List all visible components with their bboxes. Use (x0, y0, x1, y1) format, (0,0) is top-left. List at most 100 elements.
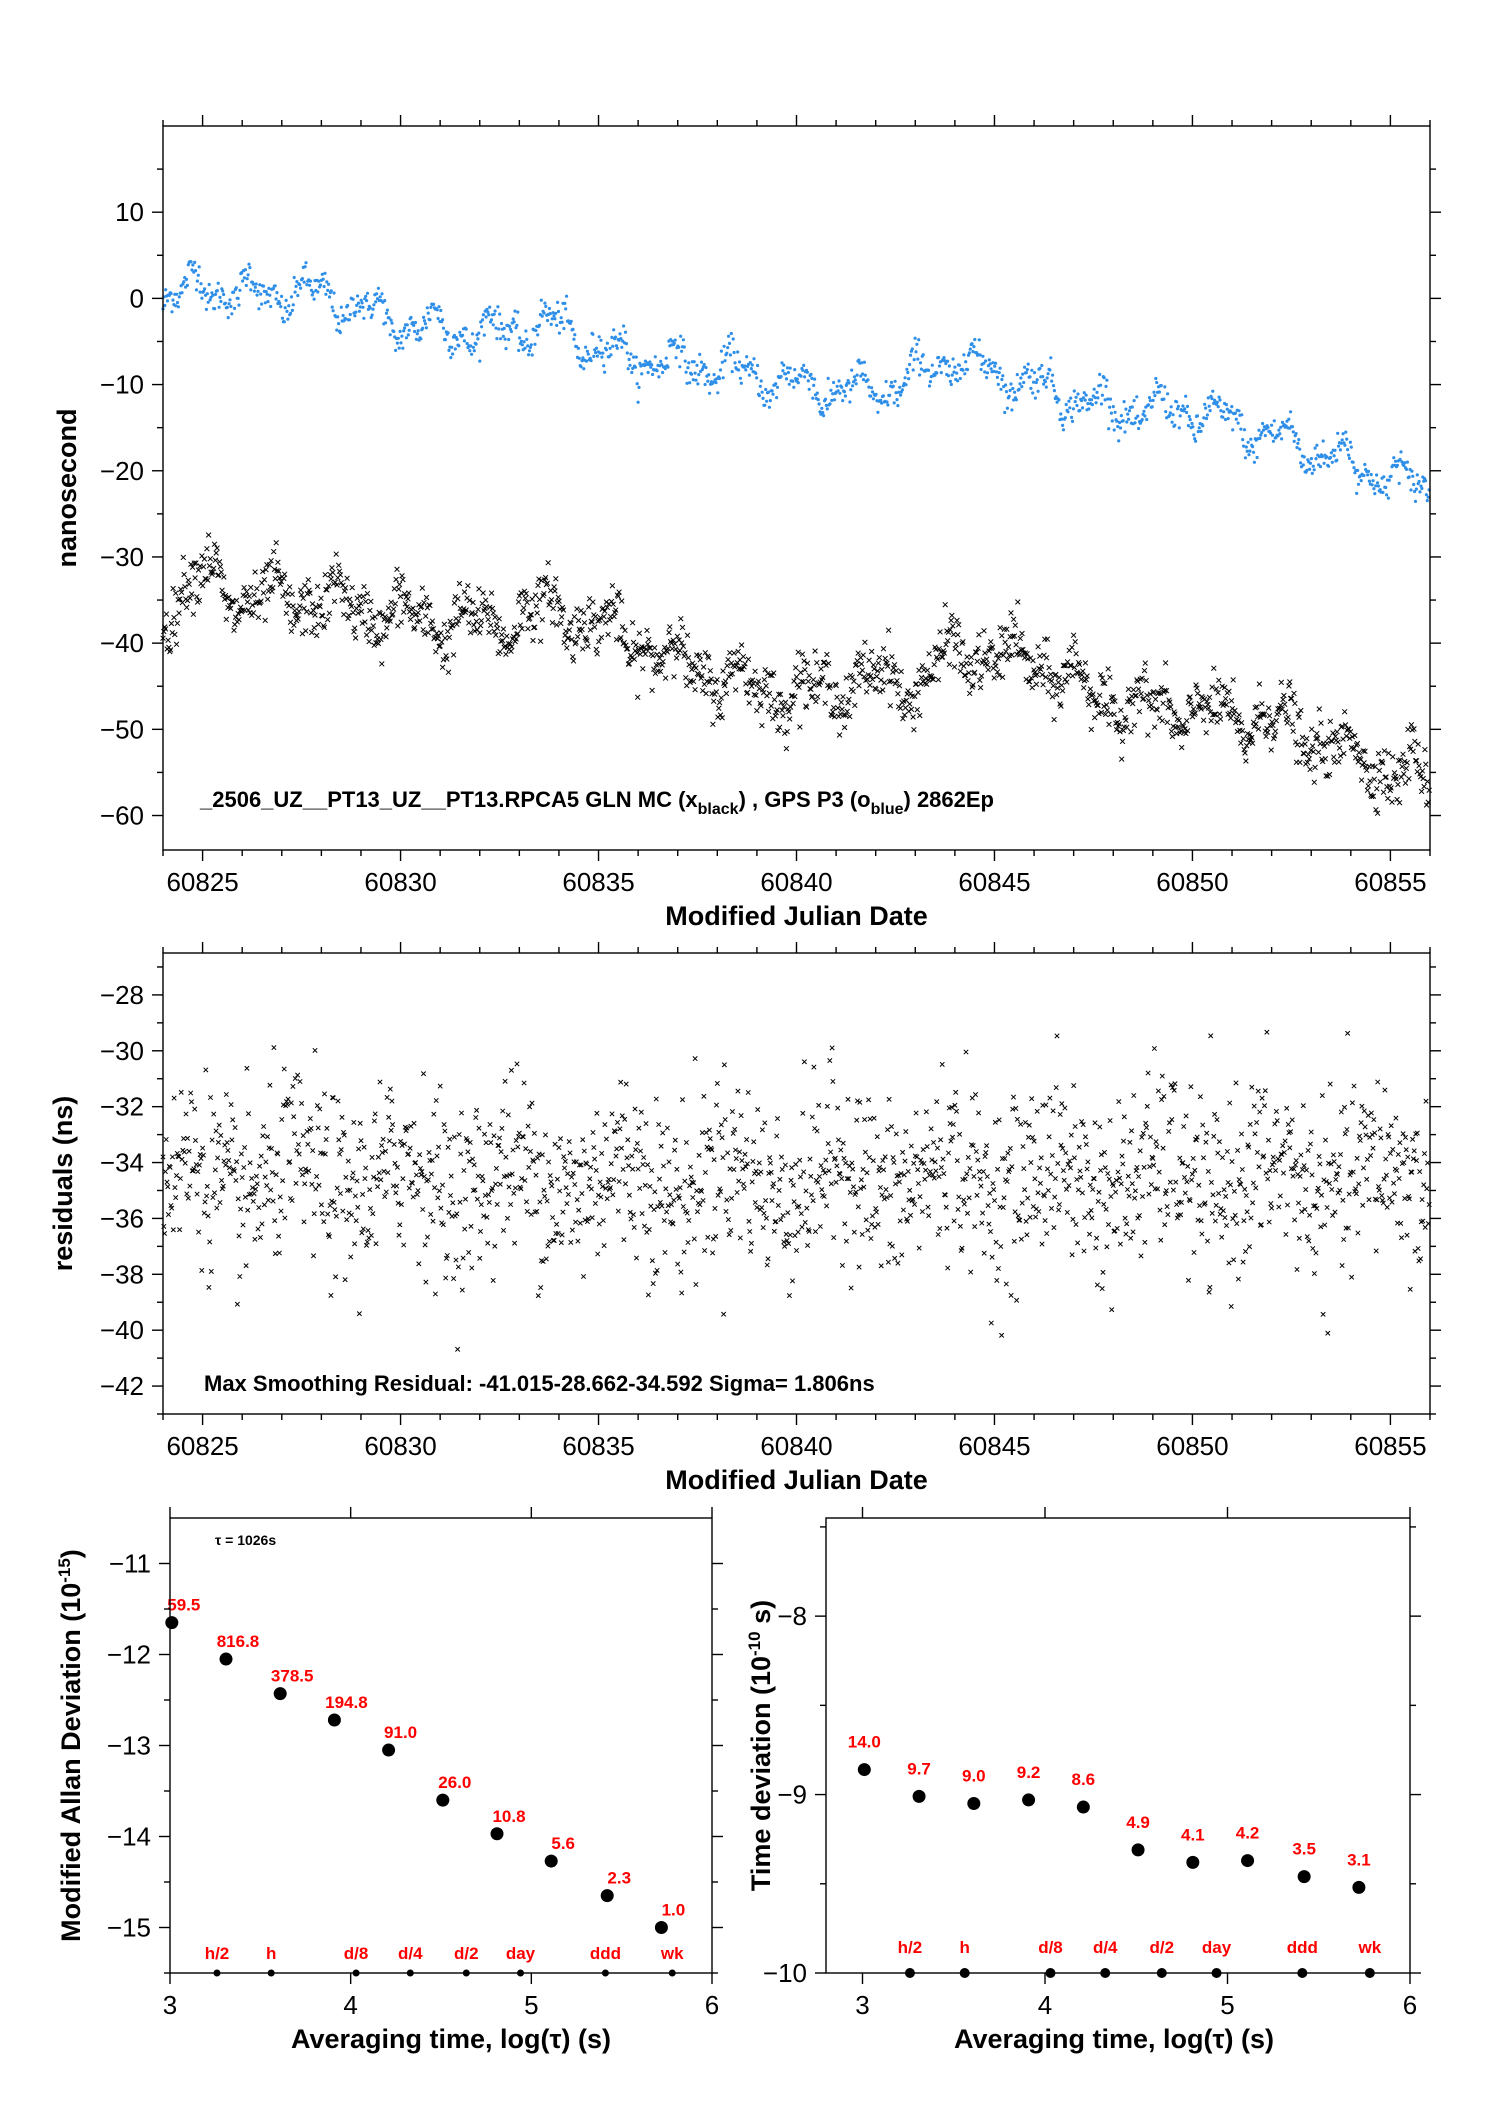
blue-point (397, 346, 401, 350)
blue-point (237, 303, 241, 307)
blue-point (226, 316, 230, 320)
blue-point (614, 344, 619, 348)
blue-point (635, 382, 639, 386)
blue-point (287, 304, 291, 308)
blue-point (1337, 444, 1341, 448)
blue-point (910, 347, 914, 351)
blue-point (1261, 428, 1266, 432)
blue-point (996, 382, 1000, 386)
blue-point (765, 399, 769, 403)
blue-point (983, 370, 987, 374)
x-marker (610, 601, 616, 608)
blue-point (704, 365, 708, 370)
x-marker (657, 668, 664, 675)
x-marker (199, 553, 205, 559)
blue-point (598, 351, 602, 355)
x-marker (527, 611, 534, 618)
blue-point (694, 378, 698, 382)
blue-point (242, 276, 246, 280)
blue-point (1142, 409, 1146, 413)
x-marker (244, 599, 251, 605)
blue-point (916, 357, 920, 361)
blue-point (876, 410, 880, 414)
x-marker (438, 630, 444, 636)
x-marker (725, 656, 731, 663)
blue-point (1252, 460, 1256, 464)
x-marker (766, 690, 773, 697)
blue-point (185, 283, 189, 287)
blue-point (1413, 499, 1418, 503)
x-marker (386, 615, 393, 622)
blue-point (937, 364, 942, 368)
x-marker (341, 611, 347, 618)
x-marker (193, 560, 199, 566)
x-marker (681, 653, 687, 659)
x-marker (598, 634, 605, 641)
blue-point (517, 348, 521, 353)
blue-point (338, 331, 342, 335)
blue-point (636, 400, 640, 404)
x-marker (683, 674, 689, 681)
blue-point (1249, 437, 1253, 441)
x-marker (750, 680, 757, 687)
blue-point (1057, 398, 1061, 402)
blue-point (792, 385, 796, 389)
blue-point (362, 316, 366, 320)
blue-point (961, 368, 965, 372)
blue-point (967, 351, 972, 355)
blue-point (508, 324, 512, 328)
blue-point (802, 363, 806, 367)
x-marker (500, 626, 507, 632)
blue-point (1204, 406, 1208, 410)
y-tick-label: −10 (100, 370, 144, 400)
blue-point (841, 399, 845, 403)
blue-point (714, 381, 718, 385)
blue-point (825, 407, 829, 411)
blue-point (234, 286, 238, 290)
blue-point (1078, 408, 1082, 413)
x-marker (274, 567, 280, 574)
blue-point (1312, 468, 1316, 472)
blue-point (405, 323, 409, 327)
x-marker (622, 627, 628, 634)
blue-point (1314, 457, 1318, 461)
blue-point (409, 315, 413, 320)
blue-point (745, 355, 749, 359)
x-marker (365, 626, 372, 632)
blue-point (708, 391, 712, 395)
x-marker (651, 666, 657, 672)
x-marker (461, 589, 468, 595)
blue-point (222, 292, 226, 297)
x-marker (821, 659, 828, 665)
blue-point (1014, 398, 1019, 402)
x-marker (368, 627, 375, 634)
time-series-panel: 60825 60830 60835 60840 60845 60850 60855100−1… (52, 115, 1441, 931)
blue-point (1195, 414, 1199, 418)
blue-point (1090, 403, 1094, 407)
blue-point (1194, 439, 1198, 443)
x-marker (382, 613, 388, 620)
blue-point (826, 376, 830, 380)
blue-point (1061, 423, 1065, 427)
blue-point (623, 330, 628, 334)
x-marker (290, 603, 296, 609)
blue-point (1348, 440, 1352, 444)
blue-point (582, 367, 586, 371)
blue-point (1064, 402, 1068, 407)
blue-point (985, 371, 990, 375)
blue-point (1046, 372, 1050, 376)
x-marker (320, 622, 327, 629)
blue-point (1167, 414, 1171, 418)
x-marker (605, 631, 611, 638)
x-marker (615, 593, 622, 600)
blue-point (1175, 400, 1179, 404)
x-marker (230, 598, 236, 604)
x-marker (363, 632, 370, 638)
blue-point (1270, 423, 1274, 427)
blue-point (613, 335, 618, 339)
x-marker (243, 588, 250, 595)
blue-point (821, 411, 825, 415)
blue-point (1394, 459, 1398, 463)
blue-point (518, 336, 522, 340)
x-marker (324, 616, 331, 623)
